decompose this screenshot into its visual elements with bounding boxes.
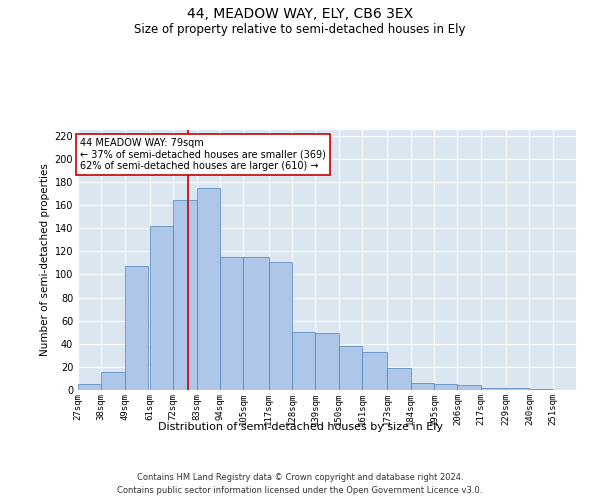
Bar [338, 346, 362, 390]
Text: Distribution of semi-detached houses by size in Ely: Distribution of semi-detached houses by … [157, 422, 443, 432]
Bar [220, 257, 243, 390]
Bar [481, 388, 506, 390]
Bar [125, 266, 148, 390]
Bar [411, 383, 434, 390]
Bar [388, 368, 411, 390]
Y-axis label: Number of semi-detached properties: Number of semi-detached properties [40, 164, 50, 356]
Bar [78, 384, 101, 390]
Bar [269, 262, 292, 390]
Bar [150, 226, 173, 390]
Text: 44, MEADOW WAY, ELY, CB6 3EX: 44, MEADOW WAY, ELY, CB6 3EX [187, 8, 413, 22]
Text: Contains HM Land Registry data © Crown copyright and database right 2024.: Contains HM Land Registry data © Crown c… [137, 472, 463, 482]
Bar [173, 200, 197, 390]
Bar [506, 388, 529, 390]
Text: Contains public sector information licensed under the Open Government Licence v3: Contains public sector information licen… [118, 486, 482, 495]
Text: Size of property relative to semi-detached houses in Ely: Size of property relative to semi-detach… [134, 22, 466, 36]
Bar [292, 332, 316, 390]
Bar [316, 334, 338, 390]
Bar [529, 389, 553, 390]
Bar [101, 372, 125, 390]
Bar [434, 384, 457, 390]
Text: 44 MEADOW WAY: 79sqm
← 37% of semi-detached houses are smaller (369)
62% of semi: 44 MEADOW WAY: 79sqm ← 37% of semi-detac… [80, 138, 326, 172]
Bar [457, 386, 481, 390]
Bar [243, 257, 269, 390]
Bar [197, 188, 220, 390]
Bar [362, 352, 388, 390]
